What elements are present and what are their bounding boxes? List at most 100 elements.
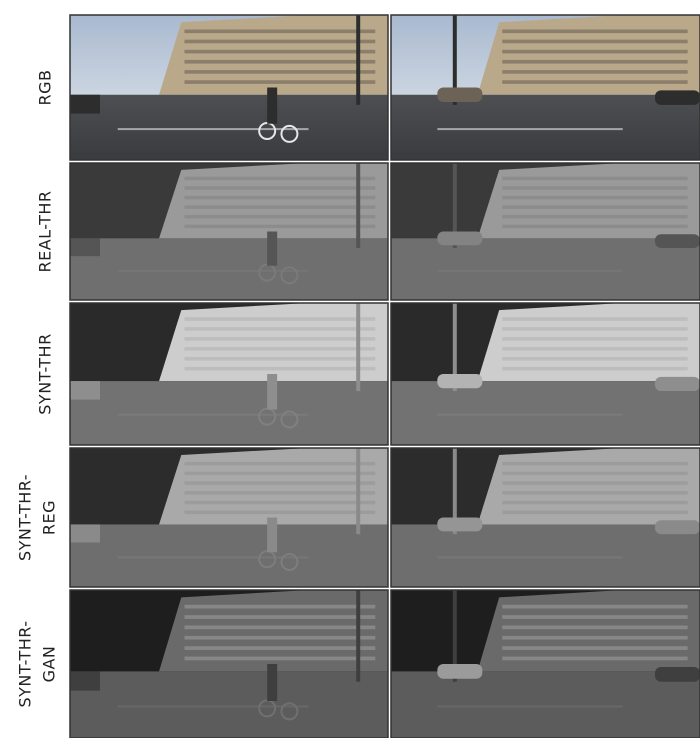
pole <box>356 303 360 391</box>
window-band <box>184 605 375 609</box>
window-band <box>502 177 687 180</box>
image-panel <box>70 590 388 738</box>
image-panel <box>391 448 700 587</box>
road <box>70 238 388 300</box>
car <box>437 518 482 532</box>
window-band <box>184 70 375 74</box>
row-label: SYNT-THR- <box>16 474 35 561</box>
window-band <box>184 511 375 514</box>
row-label: GAN <box>40 646 59 683</box>
cyclist <box>267 374 277 410</box>
image-panel <box>391 163 700 300</box>
window-band <box>184 317 375 321</box>
road <box>391 238 700 300</box>
window-band <box>502 70 687 74</box>
window-band <box>502 80 687 84</box>
window-band <box>184 327 375 331</box>
window-band <box>502 30 687 34</box>
window-band <box>502 205 687 208</box>
window-band <box>184 657 375 661</box>
pole <box>356 590 360 682</box>
car <box>70 381 100 399</box>
car <box>655 90 700 105</box>
image-panel <box>70 448 388 587</box>
window-band <box>184 186 375 189</box>
row-label: SYNT-THR- <box>16 620 35 707</box>
car <box>437 374 482 388</box>
window-band <box>502 501 687 504</box>
cyclist <box>267 518 277 553</box>
window-band <box>184 196 375 199</box>
window-band <box>184 462 375 465</box>
pole <box>356 448 360 534</box>
road-mark <box>437 556 622 558</box>
window-band <box>184 501 375 504</box>
road <box>391 524 700 587</box>
window-band <box>502 636 687 640</box>
road-mark <box>118 414 309 416</box>
window-band <box>184 50 375 54</box>
window-band <box>502 472 687 475</box>
road-mark <box>118 705 309 707</box>
window-band <box>502 327 687 331</box>
window-band <box>502 337 687 341</box>
window-band <box>184 367 375 371</box>
row-label: REAL-THR <box>36 190 55 272</box>
pole <box>356 163 360 248</box>
road <box>70 524 388 587</box>
window-band <box>502 357 687 361</box>
cyclist <box>267 232 277 266</box>
window-band <box>502 196 687 199</box>
window-band <box>502 40 687 44</box>
car <box>70 238 100 256</box>
car <box>437 664 482 679</box>
window-band <box>502 186 687 189</box>
window-band <box>502 215 687 218</box>
window-band <box>184 30 375 34</box>
window-band <box>184 491 375 494</box>
window-band <box>502 347 687 351</box>
window-band <box>502 511 687 514</box>
window-band <box>502 317 687 321</box>
window-band <box>184 646 375 650</box>
road-mark <box>437 705 622 707</box>
road <box>70 671 388 738</box>
road-mark <box>118 556 309 558</box>
window-band <box>184 357 375 361</box>
window-band <box>184 215 375 218</box>
road-mark <box>437 128 622 130</box>
window-band <box>184 481 375 484</box>
image-panel <box>70 163 388 300</box>
car <box>70 671 100 690</box>
window-band <box>184 205 375 208</box>
car <box>70 95 100 114</box>
pole <box>356 15 360 105</box>
window-band <box>502 481 687 484</box>
window-band <box>184 40 375 44</box>
road-mark <box>437 414 622 416</box>
window-band <box>184 636 375 640</box>
car <box>655 520 700 534</box>
road <box>391 671 700 738</box>
road <box>391 381 700 445</box>
window-band <box>502 50 687 54</box>
car <box>437 88 482 103</box>
road-mark <box>118 270 309 272</box>
window-band <box>502 60 687 64</box>
car <box>655 234 700 248</box>
car <box>437 232 482 246</box>
window-band <box>184 80 375 84</box>
image-panel <box>70 303 388 445</box>
cyclist <box>267 664 277 701</box>
window-band <box>502 225 687 228</box>
window-band <box>502 657 687 661</box>
image-panel <box>391 590 700 738</box>
window-band <box>502 646 687 650</box>
window-band <box>502 605 687 609</box>
cyclist <box>267 88 277 124</box>
row-label: SYNT-THR <box>36 333 55 414</box>
road-mark <box>118 128 309 130</box>
window-band <box>184 472 375 475</box>
image-panel <box>70 15 388 160</box>
window-band <box>184 626 375 630</box>
